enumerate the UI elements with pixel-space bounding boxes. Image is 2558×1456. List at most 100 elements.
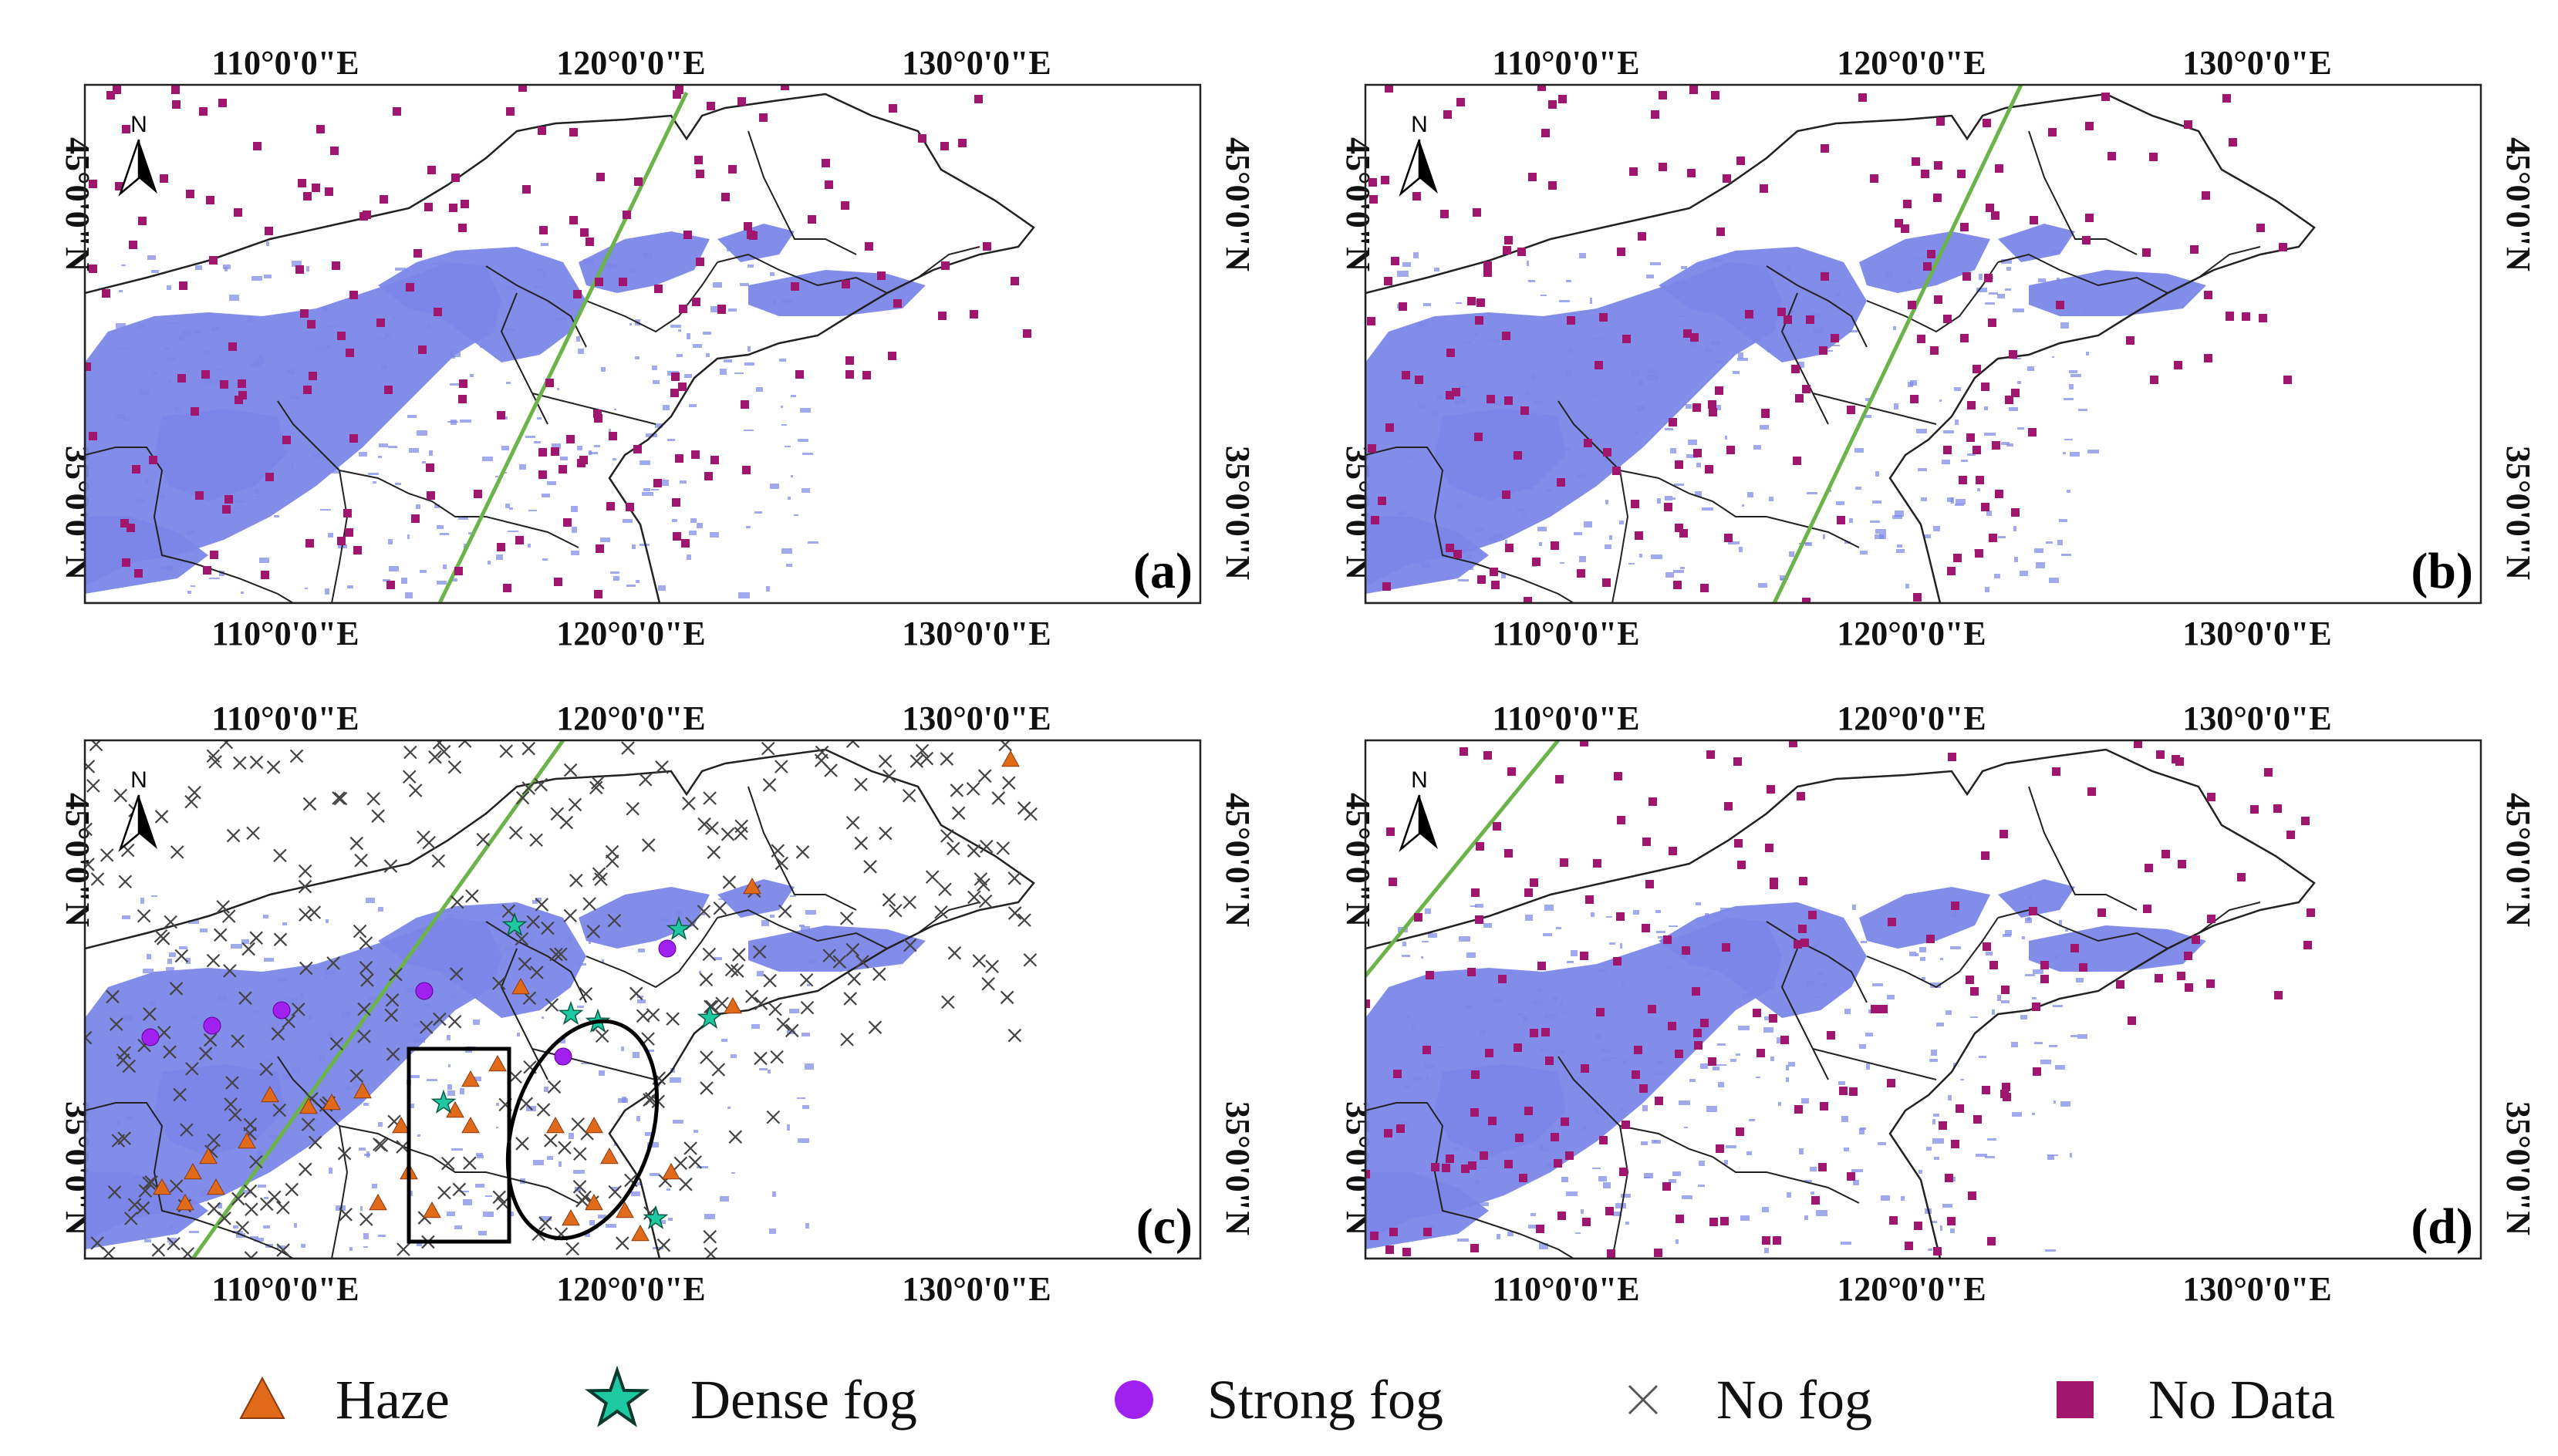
no-fog-station <box>770 1050 784 1064</box>
no-data-station <box>134 569 143 578</box>
no-fog-station <box>366 792 380 806</box>
no-data-station <box>265 473 274 481</box>
no-data-station <box>2229 138 2237 147</box>
no-data-station <box>1491 581 1500 589</box>
no-data-station <box>1605 1207 1614 1215</box>
haze-station <box>461 1116 480 1134</box>
no-data-station <box>209 256 218 265</box>
no-data-station <box>1981 383 1989 391</box>
no-data-station <box>102 289 110 298</box>
no-data-station <box>106 91 115 99</box>
no-data-station <box>1565 1151 1574 1160</box>
legend-label: Haze <box>336 1369 450 1431</box>
no-fog-station <box>184 794 198 809</box>
no-data-station <box>1939 1121 1947 1130</box>
no-data-station <box>1933 1247 1942 1255</box>
no-data-station <box>1802 598 1811 603</box>
no-data-station <box>710 456 719 464</box>
right-latitude-label: 35°0'0"N <box>2499 1101 2537 1235</box>
no-data-stations <box>85 85 1031 598</box>
no-fog-station <box>154 810 169 824</box>
no-fog-station <box>249 1154 263 1169</box>
no-data-station <box>1675 524 1683 532</box>
no-data-station <box>1422 1046 1431 1054</box>
no-data-station <box>2085 214 2094 222</box>
no-data-station <box>393 107 401 116</box>
no-fog-station <box>605 844 619 859</box>
map-frame <box>83 83 1202 605</box>
no-data-station <box>1733 757 1742 766</box>
no-data-station <box>551 447 559 456</box>
province-borders <box>1365 748 2315 1259</box>
no-fog-station <box>582 897 596 911</box>
no-data-station <box>1470 1108 1479 1117</box>
no-data-station <box>1663 935 1672 944</box>
no-data-station <box>1483 751 1492 760</box>
no-fog-station <box>704 999 717 1013</box>
no-data-station <box>889 104 897 113</box>
no-data-station <box>1687 169 1696 177</box>
no-data-station <box>1541 1028 1550 1036</box>
no-data-station <box>1567 316 1575 325</box>
bottom-longitude-label: 120°0'0"E <box>1837 1270 1986 1308</box>
no-data-station <box>1858 93 1867 102</box>
no-fog-station <box>715 996 729 1011</box>
no-data-station <box>1767 785 1775 794</box>
no-data-station <box>569 216 578 224</box>
no-fog-station <box>110 1017 123 1031</box>
satellite-track <box>1772 85 2023 603</box>
no-fog-station <box>615 1236 629 1250</box>
fog-area <box>2029 270 2206 316</box>
no-data-station <box>1943 315 1952 323</box>
no-data-stations <box>1365 740 2315 1258</box>
no-fog-station <box>246 826 260 841</box>
no-data-station <box>1593 859 1601 868</box>
no-data-station <box>307 320 316 329</box>
no-data-station <box>1700 1019 1709 1027</box>
no-data-station <box>199 107 208 116</box>
bottom-longitude-label: 120°0'0"E <box>1837 615 1986 652</box>
no-data-station <box>418 345 427 354</box>
no-data-station <box>1514 1043 1522 1052</box>
no-data-station <box>1700 584 1709 592</box>
top-longitude-label: 130°0'0"E <box>902 44 1051 82</box>
no-data-station <box>1983 942 1991 951</box>
no-data-station <box>1378 497 1386 505</box>
no-fog-station <box>847 972 862 986</box>
no-data-station <box>406 283 414 292</box>
no-data-station <box>683 231 692 239</box>
no-fog-station <box>592 867 606 881</box>
no-fog-station <box>700 1081 714 1095</box>
fog-area <box>2029 925 2206 972</box>
no-data-station <box>1956 1104 1964 1113</box>
no-data-station <box>1524 1107 1533 1115</box>
no-data-station <box>195 491 204 500</box>
no-fog-station <box>113 788 128 803</box>
no-fog-station <box>728 1130 743 1144</box>
no-fog-station <box>403 745 417 760</box>
satellite-track <box>1365 740 1560 979</box>
no-fog-station <box>496 1196 510 1211</box>
no-fog-station <box>225 1076 239 1090</box>
no-data-station <box>2009 350 2017 359</box>
no-data-station <box>2032 1003 2040 1011</box>
no-data-station <box>2082 236 2091 244</box>
no-data-station <box>673 532 681 541</box>
no-data-station <box>1460 747 1468 756</box>
no-fog-station <box>688 1155 702 1169</box>
dense-fog-station <box>697 1004 723 1029</box>
no-data-station <box>593 410 602 418</box>
no-data-station <box>1651 110 1659 119</box>
no-data-station <box>2002 1083 2010 1091</box>
no-data-station <box>2185 983 2193 992</box>
no-fog-station <box>814 753 828 767</box>
no-data-station <box>89 180 97 188</box>
left-latitude-label: 45°0'0"N <box>1339 137 1377 271</box>
no-fog-station <box>235 1221 250 1235</box>
haze-station <box>616 1201 634 1218</box>
no-data-station <box>1794 940 1802 949</box>
no-data-station <box>1798 925 1807 933</box>
haze-stations <box>153 750 1020 1242</box>
no-fog-station <box>198 1046 213 1060</box>
no-data-station <box>2128 1016 2136 1025</box>
